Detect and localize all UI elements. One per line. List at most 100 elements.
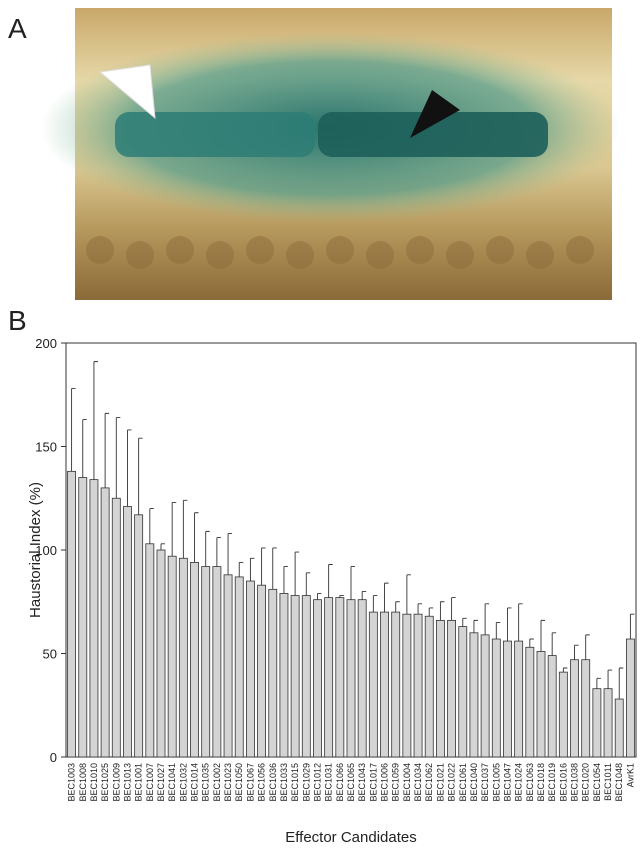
bar <box>234 576 244 758</box>
bar <box>503 640 512 758</box>
bar <box>402 613 412 758</box>
error-bar <box>149 508 154 544</box>
error-bar <box>406 574 411 615</box>
x-tick-label: AvrK1 <box>625 763 635 787</box>
panel-label: A <box>8 13 27 44</box>
bar <box>123 506 132 758</box>
bar <box>581 659 591 758</box>
bar <box>558 671 568 758</box>
bar <box>357 599 367 758</box>
error-bar <box>361 590 367 600</box>
bar <box>145 543 155 758</box>
x-tick-label: BEC1019 <box>547 763 557 802</box>
x-tick-label: BEC1014 <box>190 763 200 802</box>
error-bar <box>473 619 478 633</box>
x-tick-label: BEC1061 <box>458 763 468 802</box>
x-tick-label: BEC1054 <box>592 763 602 802</box>
x-tick-label: BEC1029 <box>301 763 311 802</box>
x-tick-label: BEC1020 <box>581 763 591 802</box>
x-tick-label: BEC1067 <box>245 763 255 802</box>
x-tick-label: BEC1008 <box>78 763 88 802</box>
bar <box>614 698 624 758</box>
bar <box>603 688 613 758</box>
x-tick-label: BEC1009 <box>111 763 121 802</box>
error-bar <box>439 601 445 621</box>
bar <box>380 611 389 758</box>
x-tick-label: BEC1065 <box>346 763 356 802</box>
x-tick-label: BEC1005 <box>491 763 501 802</box>
bar <box>89 479 99 758</box>
error-bar <box>462 617 467 627</box>
error-bar <box>562 667 568 673</box>
error-bar <box>104 412 110 488</box>
x-tick-label: BEC1003 <box>67 763 77 802</box>
error-bar <box>585 634 590 660</box>
bar <box>178 557 188 758</box>
x-tick-label: BEC1022 <box>447 763 457 802</box>
bar <box>458 626 468 758</box>
error-bar <box>417 603 423 615</box>
x-axis-title: Effector Candidates <box>285 829 416 846</box>
x-tick-label: BEC1002 <box>212 763 222 802</box>
bar <box>570 659 579 758</box>
error-bar <box>618 667 624 700</box>
error-bar <box>305 572 311 596</box>
error-bar <box>529 638 534 648</box>
error-bar <box>82 419 87 478</box>
error-bar <box>93 361 98 480</box>
x-tick-label: BEC1040 <box>469 763 479 802</box>
error-bar <box>115 417 121 499</box>
x-tick-label: BEC1012 <box>312 763 322 802</box>
bar <box>279 593 289 758</box>
error-bar <box>495 622 501 640</box>
panel-label: B <box>8 305 27 336</box>
bar <box>335 597 345 758</box>
error-bar <box>607 669 613 689</box>
error-bar <box>372 595 378 613</box>
bar <box>469 632 479 758</box>
bar <box>100 487 110 758</box>
error-bar <box>261 547 266 586</box>
error-bar <box>328 564 333 598</box>
bar <box>268 588 278 758</box>
error-bar <box>182 499 188 559</box>
x-tick-label: BEC1016 <box>558 763 568 802</box>
bar <box>167 555 177 758</box>
bar <box>480 634 490 758</box>
bar <box>78 477 88 758</box>
x-tick-label: BEC1041 <box>167 763 177 802</box>
x-tick-label: BEC1011 <box>603 763 613 801</box>
error-bar <box>629 613 635 640</box>
x-tick-label: BEC1062 <box>424 763 434 802</box>
error-bar <box>127 429 132 507</box>
x-tick-label: BEC1047 <box>502 763 512 802</box>
x-tick-label: BEC1001 <box>134 763 144 802</box>
bar <box>190 562 199 758</box>
error-bar <box>518 603 523 642</box>
error-bar <box>238 561 244 577</box>
error-bar <box>171 501 177 557</box>
x-tick-label: BEC1033 <box>279 763 289 802</box>
x-tick-label: BEC1025 <box>100 763 110 802</box>
y-tick-label: 150 <box>35 440 57 455</box>
x-tick-label: BEC1036 <box>268 763 278 802</box>
bar <box>67 470 77 758</box>
x-tick-label: BEC1015 <box>290 763 300 802</box>
bar <box>245 580 255 758</box>
x-tick-label: BEC1034 <box>413 763 423 802</box>
x-tick-label: BEC1050 <box>234 763 244 802</box>
error-bar <box>160 543 166 550</box>
error-bar <box>384 582 389 613</box>
x-tick-label: BEC1023 <box>223 763 233 802</box>
x-tick-label: BEC1035 <box>201 763 211 802</box>
bar <box>424 615 434 758</box>
error-bar <box>540 619 546 652</box>
bar <box>491 638 501 758</box>
x-tick-label: BEC1059 <box>391 763 401 802</box>
bar <box>346 599 356 758</box>
x-tick-label: BEC1010 <box>89 763 99 802</box>
bar <box>290 595 300 758</box>
x-tick-label: BEC1006 <box>380 763 390 802</box>
error-bar <box>395 601 400 613</box>
error-bar <box>294 551 300 596</box>
